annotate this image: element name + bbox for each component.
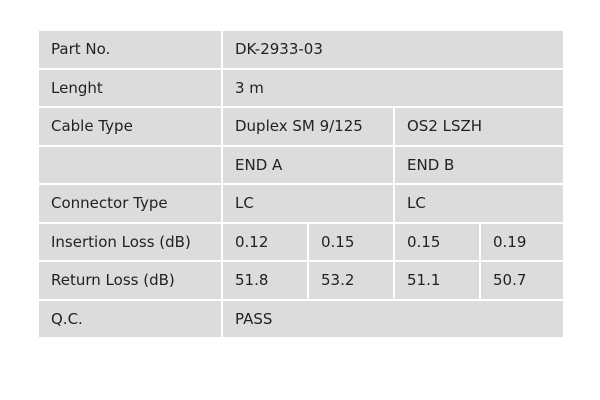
table-cell: 50.7 xyxy=(478,260,566,301)
table-row: Cable Type Duplex SM 9/125 OS2 LSZH xyxy=(37,106,566,147)
table-cell: OS2 LSZH xyxy=(392,106,566,147)
row-label: Connector Type xyxy=(37,183,223,224)
table-cell: PASS xyxy=(220,298,566,339)
table-body: Part No. DK-2933-03 Lenght 3 m Cable Type Dup… xyxy=(37,29,566,339)
table-cell: END B xyxy=(392,144,566,185)
table-row: Q.C. PASS xyxy=(37,298,566,339)
row-label: Cable Type xyxy=(37,106,223,147)
table-cell: 3 m xyxy=(220,67,566,108)
row-label: Part No. xyxy=(37,29,223,70)
row-label: Insertion Loss (dB) xyxy=(37,221,223,262)
row-label: Return Loss (dB) xyxy=(37,260,223,301)
table-row: Lenght 3 m xyxy=(37,67,566,108)
row-label xyxy=(37,144,223,185)
table-row: Return Loss (dB) 51.8 53.2 51.1 50.7 xyxy=(37,260,566,301)
table-row: END A END B xyxy=(37,144,566,185)
spec-table-wrap: Part No. DK-2933-03 Lenght 3 m Cable Type Dup… xyxy=(37,29,566,339)
spec-table: Part No. DK-2933-03 Lenght 3 m Cable Type Dup… xyxy=(37,29,566,339)
table-cell: LC xyxy=(221,183,395,224)
table-row: Connector Type LC LC xyxy=(37,183,566,224)
table-cell: 51.1 xyxy=(393,260,481,301)
table-cell: LC xyxy=(392,183,566,224)
table-cell: Duplex SM 9/125 xyxy=(221,106,395,147)
table-cell: 53.2 xyxy=(307,260,395,301)
row-label: Q.C. xyxy=(37,298,223,339)
table-row: Part No. DK-2933-03 xyxy=(37,29,566,70)
table-cell: END A xyxy=(221,144,395,185)
table-cell: 0.15 xyxy=(393,221,481,262)
table-cell: 0.12 xyxy=(221,221,309,262)
table-cell: DK-2933-03 xyxy=(220,29,566,70)
table-cell: 0.19 xyxy=(478,221,566,262)
table-row: Insertion Loss (dB) 0.12 0.15 0.15 0.19 xyxy=(37,221,566,262)
table-cell: 0.15 xyxy=(307,221,395,262)
table-cell: 51.8 xyxy=(221,260,309,301)
row-label: Lenght xyxy=(37,67,223,108)
